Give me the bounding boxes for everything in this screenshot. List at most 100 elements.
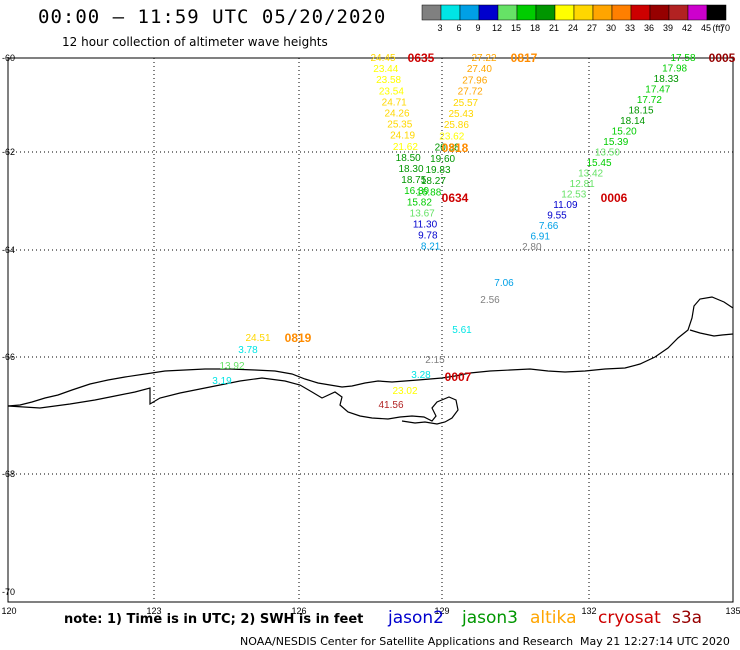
legend-swatch <box>421 4 442 21</box>
legend-tick-label: 45 <box>701 23 711 33</box>
coastline <box>7 296 734 407</box>
track-time-label: 0634 <box>442 191 469 205</box>
legend-swatch <box>687 4 708 21</box>
wave-height-value: 17.98 <box>662 64 687 75</box>
page-title: 00:00 – 11:59 UTC 05/20/2020 <box>38 6 387 28</box>
wave-height-value: 19.60 <box>430 154 455 165</box>
coastline-peninsula <box>7 377 459 425</box>
wave-height-value: 27.72 <box>458 87 483 98</box>
legend-tick-label: 12 <box>492 23 502 33</box>
track-time-label: 0005 <box>709 51 736 65</box>
legend-swatch <box>573 4 594 21</box>
wave-height-value: 23.54 <box>379 86 404 97</box>
wave-height-value: 13.42 <box>578 169 603 180</box>
wave-height-value: 7.66 <box>539 221 559 232</box>
timestamp-text: May 21 12:27:14 UTC 2020 <box>580 635 730 648</box>
wave-height-value: 18.30 <box>398 164 423 175</box>
wave-height-value: 24.51 <box>245 333 270 344</box>
wave-height-value: 16.39 <box>404 186 429 197</box>
footer-note: note: 1) Time is in UTC; 2) SWH is in fe… <box>64 612 364 627</box>
longitude-label: 129 <box>434 606 449 616</box>
legend-swatch <box>478 4 499 21</box>
track-time-label: 0818 <box>442 141 469 155</box>
wave-height-value: 24.71 <box>382 97 407 108</box>
wave-height-value: 18.33 <box>654 74 679 85</box>
legend-unit: (ft) <box>713 23 724 33</box>
wave-height-value: 21.62 <box>393 142 418 153</box>
credit-text: NOAA/NESDIS Center for Satellite Applica… <box>240 635 574 648</box>
longitude-label: 135 <box>725 606 740 616</box>
wave-height-value: 17.72 <box>637 95 662 106</box>
wave-height-value: 11.30 <box>413 220 438 231</box>
wave-height-value: 12.81 <box>570 179 595 190</box>
latitude-label: -68 <box>2 469 15 479</box>
legend-swatch <box>630 4 651 21</box>
wave-height-value: 17.58 <box>670 53 695 64</box>
legend-tick-label: 15 <box>511 23 521 33</box>
wave-height-value: 23.44 <box>373 64 398 75</box>
legend-tick-label: 30 <box>606 23 616 33</box>
longitude-label: 123 <box>146 606 161 616</box>
wave-height-value: 13.92 <box>219 361 244 372</box>
wave-height-value: 25.57 <box>453 98 478 109</box>
latitude-label: -66 <box>2 352 15 362</box>
legend-swatch <box>516 4 537 21</box>
wave-height-value: 24.19 <box>390 131 415 142</box>
satellite-jason3: jason3 <box>462 608 518 628</box>
wave-height-value: 9.55 <box>547 211 567 222</box>
longitude-label: 132 <box>581 606 596 616</box>
wave-height-value: 16.88 <box>416 187 441 198</box>
satellite-altika: altika <box>530 608 577 628</box>
wave-height-value: 20.38 <box>435 143 460 154</box>
legend-tick-label: 3 <box>437 23 442 33</box>
satellite-s3a: s3a <box>672 608 703 628</box>
legend-tick-label: 70 <box>720 23 730 33</box>
wave-height-value: 25.86 <box>444 120 469 131</box>
wave-height-value: 6.91 <box>530 232 550 243</box>
coastline-east <box>689 329 734 337</box>
legend-tick-label: 36 <box>644 23 654 33</box>
track-time-label: 0006 <box>601 191 628 205</box>
satellite-jason2: jason2 <box>388 608 444 628</box>
legend-tick-label: 39 <box>663 23 673 33</box>
wave-height-value: 3.78 <box>238 345 258 356</box>
wave-height-value: 3.28 <box>411 370 431 381</box>
latitude-label: -70 <box>2 587 15 597</box>
wave-height-value: 2.15 <box>425 355 445 366</box>
wave-height-value: 27.40 <box>467 64 492 75</box>
legend-swatch <box>668 4 689 21</box>
wave-height-value: 24.26 <box>384 109 409 120</box>
wave-height-value: 18.27 <box>421 176 446 187</box>
legend-tick-label: 6 <box>456 23 461 33</box>
legend-tick-label: 18 <box>530 23 540 33</box>
track-time-label: 0817 <box>511 51 538 65</box>
page-subtitle: 12 hour collection of altimeter wave hei… <box>62 35 328 49</box>
wave-height-value: 18.50 <box>396 153 421 164</box>
latitude-label: -60 <box>2 53 15 63</box>
legend-tick-label: 27 <box>587 23 597 33</box>
wave-height-value: 2.56 <box>480 295 500 306</box>
legend-swatch <box>649 4 670 21</box>
legend-swatch <box>535 4 556 21</box>
grid-lines <box>8 58 733 602</box>
legend-tick-label: 21 <box>549 23 559 33</box>
wave-height-value: 27.22 <box>471 53 496 64</box>
legend-tick-label: 9 <box>475 23 480 33</box>
wave-height-value: 2.80 <box>522 242 542 253</box>
legend-swatch <box>459 4 480 21</box>
wave-height-value: 25.43 <box>448 109 473 120</box>
wave-height-value: 15.82 <box>407 197 432 208</box>
latitude-label: -64 <box>2 245 15 255</box>
wave-height-value: 18.14 <box>620 116 645 127</box>
wave-height-value: 7.06 <box>494 278 514 289</box>
wave-height-value: 23.58 <box>376 75 401 86</box>
track-time-label: 0007 <box>445 370 472 384</box>
satellite-cryosat: cryosat <box>598 608 661 628</box>
legend-swatch <box>611 4 632 21</box>
legend-swatch <box>592 4 613 21</box>
wave-height-value: 41.56 <box>378 400 403 411</box>
wave-height-value: 24.45 <box>370 53 395 64</box>
wave-height-value: 17.47 <box>645 85 670 96</box>
wave-height-value: 19.83 <box>425 165 450 176</box>
